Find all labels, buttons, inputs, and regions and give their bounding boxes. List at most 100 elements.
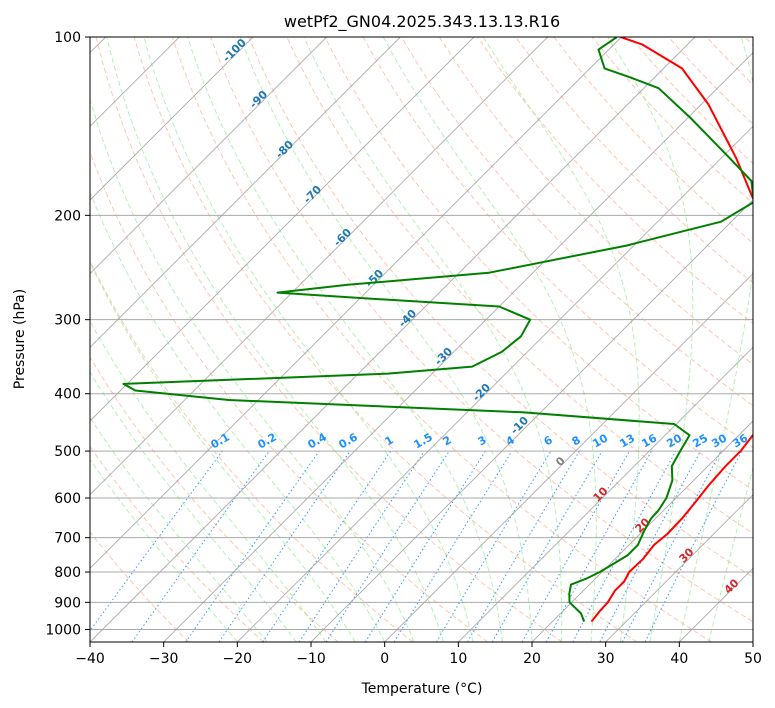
mixing-ratio-line <box>393 450 513 642</box>
dry-adiabat-line <box>744 37 753 47</box>
moist-adiabat-line <box>90 261 356 642</box>
isotherm-line <box>605 493 753 642</box>
mixing-ratio-line <box>262 450 392 642</box>
isotherm-line <box>310 199 753 642</box>
dry-adiabat-label: -50 <box>363 267 386 290</box>
isotherm-line <box>384 272 753 642</box>
mixing-ratio-line <box>467 450 580 642</box>
x-axis: −40 −30 −20 −10 0 10 20 30 40 50 <box>75 642 762 667</box>
moist-adiabat-line <box>187 37 503 642</box>
moist-adiabat-line <box>90 190 386 642</box>
dry-adiabat-label: -70 <box>301 183 324 206</box>
mixing-ratio-line <box>185 450 320 642</box>
mixing-ratio-label: 0.4 <box>306 430 330 451</box>
moist-adiabat-label: 10 <box>591 484 611 504</box>
moist-adiabat-line <box>708 466 753 642</box>
temperature-line <box>590 37 753 623</box>
dry-adiabat-line <box>90 356 339 642</box>
moist-adiabat-line <box>239 37 533 642</box>
mixing-ratio-label: 16 <box>639 431 659 450</box>
moist-adiabat-line <box>90 320 327 642</box>
dry-adiabat-label: -90 <box>247 88 270 111</box>
x-tick-label: 20 <box>523 651 541 667</box>
plot-frame <box>89 36 754 643</box>
mixing-ratio-line <box>131 450 270 642</box>
mixing-ratio-line <box>218 450 351 642</box>
sounding-profiles <box>122 37 753 623</box>
x-axis-title: Temperature (°C) <box>361 681 483 697</box>
mixing-ratio-line <box>90 450 223 632</box>
moist-adiabat-line <box>678 37 753 642</box>
x-tick-label: 50 <box>744 651 762 667</box>
dry-adiabat-line <box>133 37 638 642</box>
y-tick-label: 600 <box>54 491 81 507</box>
isotherm-line <box>90 37 254 201</box>
isotherm-line <box>90 37 696 642</box>
dry-adiabat-line <box>210 37 753 623</box>
y-tick-label: 200 <box>54 208 81 224</box>
isobar-isotherm-grid <box>90 37 753 642</box>
dry-adiabat-line <box>362 37 753 449</box>
isotherm-line <box>678 567 753 642</box>
x-tick-label: −10 <box>296 651 326 667</box>
dry-adiabat-line <box>90 150 488 642</box>
x-tick-label: 0 <box>380 651 389 667</box>
mixing-ratio-line <box>325 450 450 642</box>
moist-adiabat-line <box>143 37 474 642</box>
x-tick-label: 30 <box>597 651 615 667</box>
dry-adiabat-line <box>95 37 563 642</box>
y-tick-label: 900 <box>54 595 81 611</box>
moist-adiabat-line <box>482 37 640 642</box>
dry-adiabat-line <box>90 259 414 642</box>
dry-adiabat-line <box>515 37 753 284</box>
mixing-ratio-label: 3 <box>476 433 489 448</box>
mixing-ratio-line <box>298 450 425 642</box>
mixing-ratio-label: 10 <box>590 431 610 450</box>
dry-adiabat-label: -60 <box>331 226 354 249</box>
y-tick-label: 1000 <box>45 622 81 638</box>
dry-adiabat-label: -80 <box>273 138 296 161</box>
mixing-ratio-line <box>521 450 630 642</box>
y-tick-label: 100 <box>54 30 81 46</box>
dry-adiabat-line <box>706 37 753 86</box>
background-lines <box>90 37 753 642</box>
dry-adiabat-label: -30 <box>432 345 455 368</box>
moist-adiabat-line <box>90 458 238 642</box>
isotherm-line <box>163 51 753 642</box>
y-tick-label: 400 <box>54 387 81 403</box>
y-tick-label: 700 <box>54 531 81 547</box>
mixing-ratio-label: 6 <box>542 433 555 448</box>
isotherm-line <box>457 346 753 642</box>
background-line-labels: -100-90-80-70-60-50-40-30-20-10010203040… <box>209 36 751 597</box>
isotherm-line <box>90 37 401 349</box>
mixing-ratio-label: 2 <box>441 433 454 448</box>
dry-adiabat-line <box>90 531 190 642</box>
isotherm-line <box>90 37 475 422</box>
isotherm-line <box>90 37 328 275</box>
isotherm-line <box>236 125 753 642</box>
moist-adiabat-line <box>90 416 268 642</box>
y-tick-label: 500 <box>54 444 81 460</box>
y-axis: 100 200 300 400 500 600 700 800 900 1000 <box>45 30 90 638</box>
x-tick-label: −40 <box>75 651 105 667</box>
dry-adiabat-line <box>438 37 753 366</box>
isotherm-line <box>752 641 753 642</box>
dewpoint-line <box>122 37 753 622</box>
x-tick-label: 10 <box>449 651 467 667</box>
moist-adiabat-line <box>382 37 597 642</box>
mixing-ratio-label: 0.1 <box>209 430 232 451</box>
moist-adiabat-line <box>607 37 694 642</box>
dry-adiabat-line <box>400 37 753 407</box>
isotherm-line <box>531 420 753 642</box>
dry-adiabat-label: -40 <box>396 307 419 330</box>
chart-title: wetPf2_GN04.2025.343.13.13.R16 <box>284 12 560 32</box>
y-tick-label: 800 <box>54 565 81 581</box>
isotherm-line <box>90 37 549 496</box>
mixing-ratio-label: 13 <box>617 432 637 451</box>
moist-adiabat-label: 30 <box>677 545 697 565</box>
dry-adiabat-label: -20 <box>470 381 493 404</box>
x-tick-label: −20 <box>223 651 253 667</box>
dry-adiabat-label: -10 <box>508 414 531 437</box>
mixing-ratio-line <box>644 450 743 642</box>
